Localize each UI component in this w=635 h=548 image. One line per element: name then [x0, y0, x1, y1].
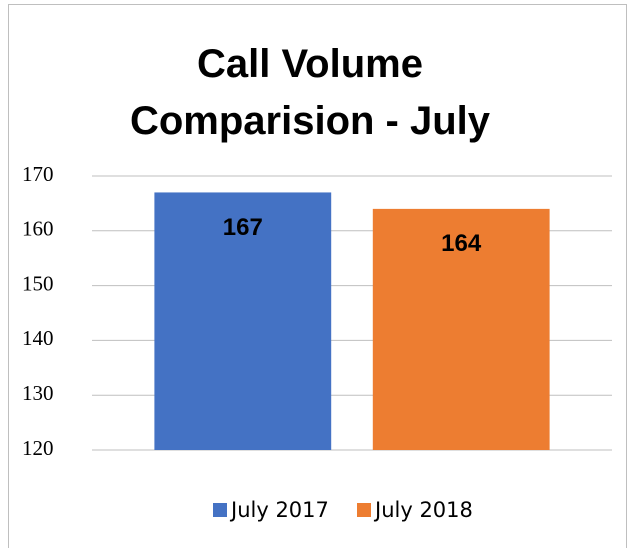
- bar: [372, 208, 550, 450]
- value-label: 167: [223, 214, 263, 241]
- legend-label: July 2017: [229, 498, 329, 522]
- legend-swatch: [357, 503, 371, 517]
- y-tick-label: 160: [22, 217, 54, 241]
- y-tick-label: 120: [22, 436, 54, 460]
- y-tick-label: 140: [22, 326, 54, 350]
- legend-label: July 2018: [373, 498, 473, 522]
- chart-border: [8, 4, 627, 548]
- chart-title: Call Volume Comparision - July: [129, 42, 491, 143]
- legend-swatch: [213, 503, 227, 517]
- value-label: 164: [441, 230, 482, 257]
- y-tick-label: 150: [22, 271, 54, 295]
- y-tick-label: 170: [22, 162, 54, 186]
- bar: [154, 192, 332, 450]
- y-tick-label: 130: [22, 381, 54, 405]
